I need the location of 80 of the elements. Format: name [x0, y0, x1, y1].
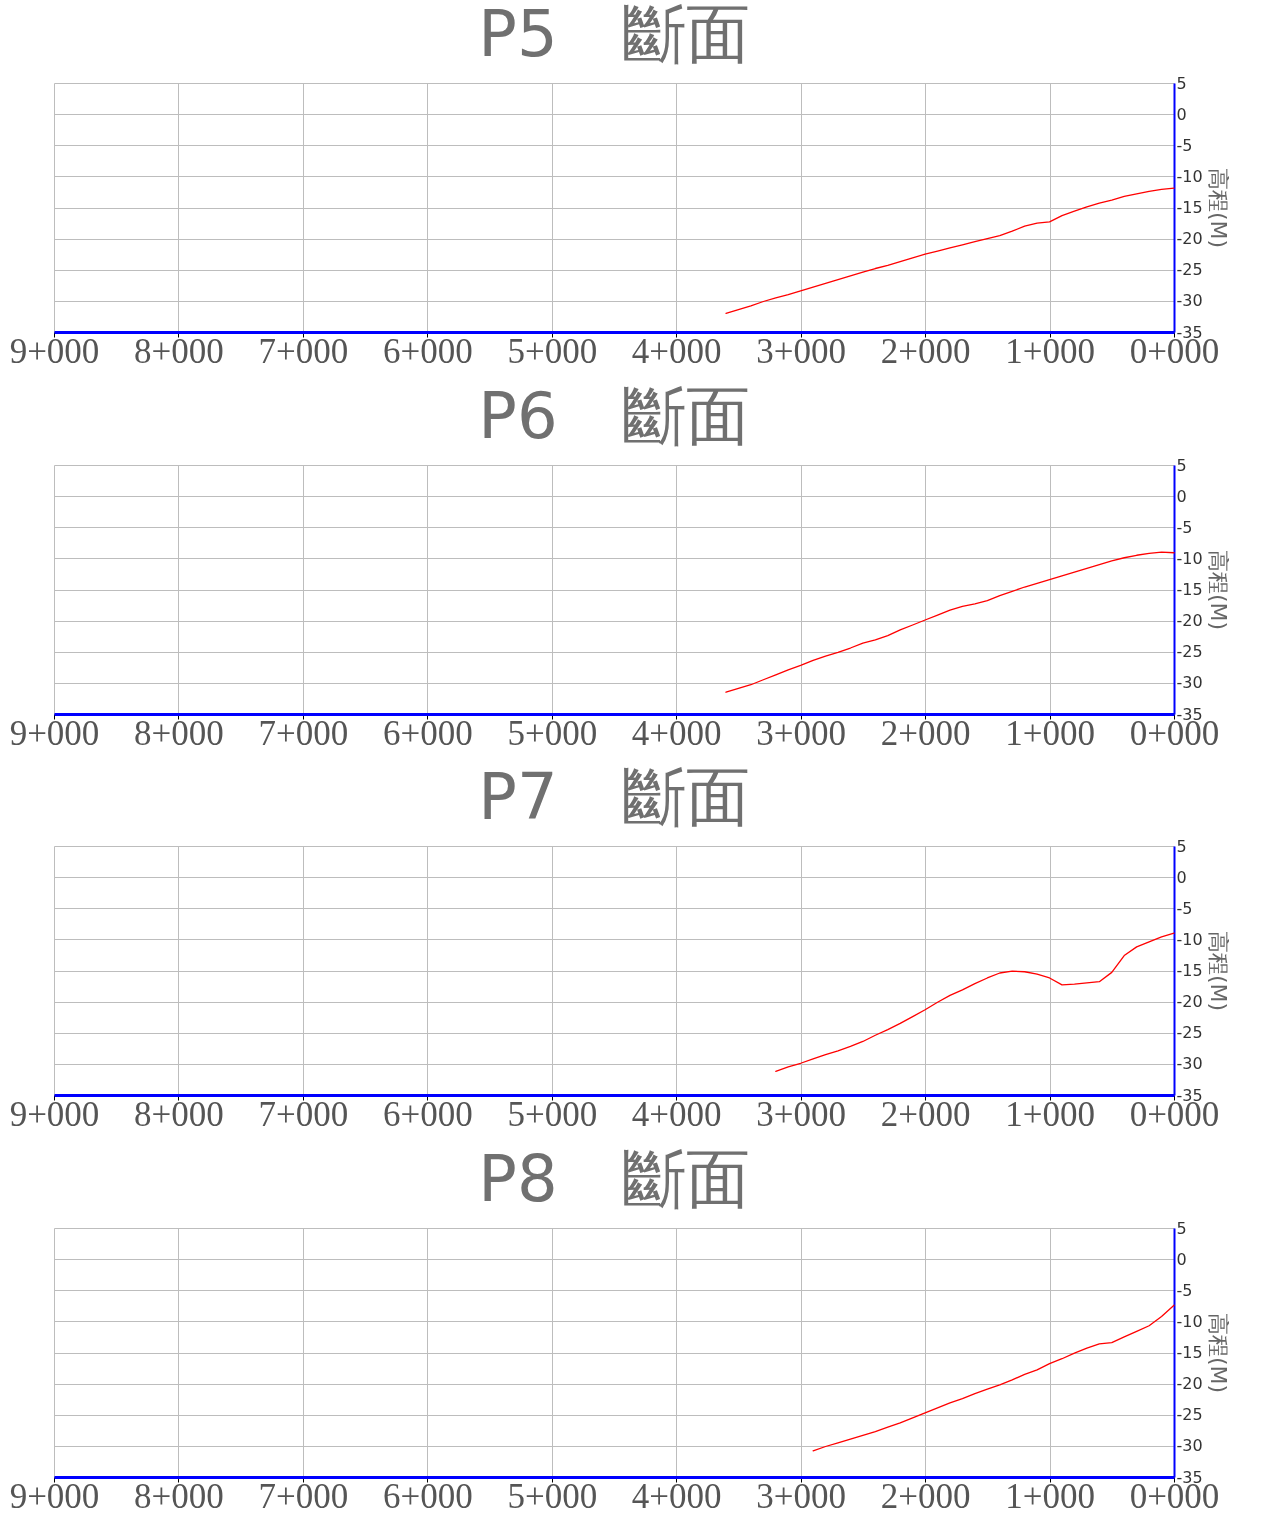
x-tick-label: 8+000 [134, 1476, 224, 1515]
y-tick-label: 0 [1176, 486, 1187, 506]
x-tick-label: 6+000 [382, 331, 473, 371]
x-tick-label: 1+000 [1005, 331, 1095, 371]
x-tick-label: 8+000 [134, 713, 224, 753]
x-tick-label: 5+000 [507, 1476, 598, 1515]
y-tick-label: -25 [1176, 1405, 1203, 1425]
x-tick-label: 3+000 [756, 1476, 847, 1515]
x-tick-label: 6+000 [382, 713, 473, 753]
line-series [725, 187, 1175, 314]
x-tick-label: 1+000 [1005, 1476, 1095, 1515]
x-tick-label: 4+000 [631, 1094, 722, 1134]
x-tick-label: 3+000 [756, 1094, 847, 1134]
x-tick-label: 5+000 [507, 713, 598, 753]
y-tick-label: -15 [1176, 198, 1203, 217]
x-tick-label: 1+000 [1005, 1094, 1095, 1134]
x-tick-label: 4+000 [631, 331, 722, 371]
y-tick-label: -20 [1176, 611, 1203, 631]
y-tick-label: 0 [1176, 867, 1187, 887]
x-tick-label: 7+000 [258, 713, 349, 753]
line-series [812, 1304, 1175, 1452]
y-tick-label: -5 [1176, 135, 1193, 155]
y-tick-label: -5 [1176, 517, 1193, 537]
x-tick-label: 9+000 [9, 713, 100, 753]
x-tick-label: 2+000 [880, 331, 971, 371]
y-tick-label: -15 [1176, 580, 1203, 599]
x-tick-label: 9+000 [9, 331, 100, 371]
x-tick-label: 5+000 [507, 1094, 598, 1134]
x-tick-label: 1+000 [1005, 713, 1095, 753]
chart-title: P6 斷面 [478, 379, 750, 453]
y-tick-label: -30 [1176, 1436, 1203, 1456]
y-tick-label: -15 [1176, 961, 1203, 980]
chart-title: P5 斷面 [478, 0, 750, 71]
y-tick-label: -10 [1176, 548, 1203, 568]
y-tick-label: -30 [1176, 291, 1203, 311]
y-tick-label: 0 [1176, 1249, 1187, 1269]
x-tick-label: 7+000 [258, 1094, 349, 1134]
x-tick-label: 2+000 [880, 1476, 971, 1515]
y-tick-label: -10 [1176, 1311, 1203, 1331]
x-tick-label: 3+000 [756, 713, 847, 753]
x-tick-label: 7+000 [258, 1476, 349, 1515]
x-tick-label: 9+000 [9, 1094, 100, 1134]
x-tick-label: 8+000 [134, 1094, 224, 1134]
x-tick-label: 5+000 [507, 331, 598, 371]
y-tick-label: 5 [1176, 73, 1187, 93]
y-tick-label: -20 [1176, 992, 1203, 1012]
y-tick-label: -20 [1176, 229, 1203, 249]
x-tick-label: 4+000 [631, 713, 722, 753]
x-tick-label: 4+000 [631, 1476, 722, 1515]
y-tick-label: -10 [1176, 929, 1203, 949]
y-tick-label: -30 [1176, 1054, 1203, 1074]
chart-title: P7 斷面 [478, 760, 750, 834]
y-tick-label: -25 [1176, 260, 1203, 280]
y-axis-title: 高程(M) [1205, 930, 1231, 1012]
x-tick-label: 7+000 [258, 331, 349, 371]
line-series [775, 932, 1175, 1072]
y-tick-label: -25 [1176, 642, 1203, 662]
x-tick-label: 6+000 [382, 1094, 473, 1134]
y-tick-label: -25 [1176, 1023, 1203, 1043]
x-tick-label: 6+000 [382, 1476, 473, 1515]
x-tick-label: 2+000 [880, 1094, 971, 1134]
y-tick-label: -5 [1176, 898, 1193, 918]
y-tick-label: -20 [1176, 1374, 1203, 1394]
x-tick-label: 8+000 [134, 331, 224, 371]
line-series [725, 551, 1175, 693]
y-tick-label: 5 [1176, 836, 1187, 856]
y-tick-label: 0 [1176, 104, 1187, 124]
y-tick-label: -30 [1176, 673, 1203, 693]
y-tick-label: 5 [1176, 1218, 1187, 1238]
x-tick-label: 9+000 [9, 1476, 100, 1515]
x-tick-label: 3+000 [756, 331, 847, 371]
chart-title: P8 斷面 [478, 1142, 750, 1216]
y-tick-label: 5 [1176, 455, 1187, 475]
y-tick-label: -5 [1176, 1280, 1193, 1300]
y-axis-title: 高程(M) [1205, 167, 1231, 249]
y-tick-label: -10 [1176, 166, 1203, 186]
x-tick-label: 2+000 [880, 713, 971, 753]
y-axis-title: 高程(M) [1205, 549, 1231, 631]
y-axis-title: 高程(M) [1205, 1312, 1231, 1394]
y-tick-label: -15 [1176, 1343, 1203, 1362]
